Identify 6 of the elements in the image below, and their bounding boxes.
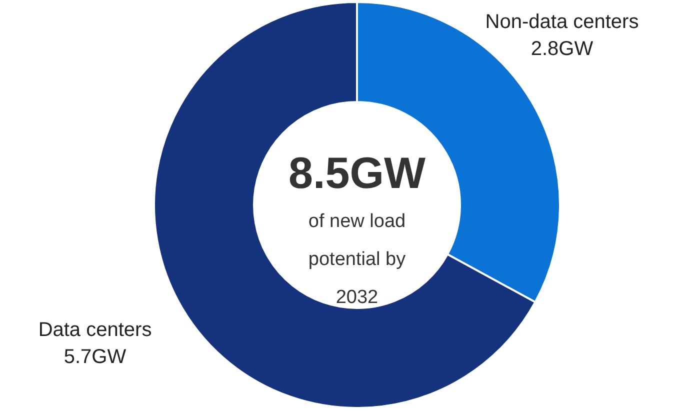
data-label: 5.7GW: [64, 346, 126, 368]
slice-label: Data centers: [38, 319, 152, 341]
slice-label: Non-data centers: [485, 11, 639, 33]
text: 8.5GW: [288, 149, 426, 198]
data-label: 2.8GW: [530, 38, 594, 60]
text: of new load potential by 2032: [308, 211, 406, 308]
